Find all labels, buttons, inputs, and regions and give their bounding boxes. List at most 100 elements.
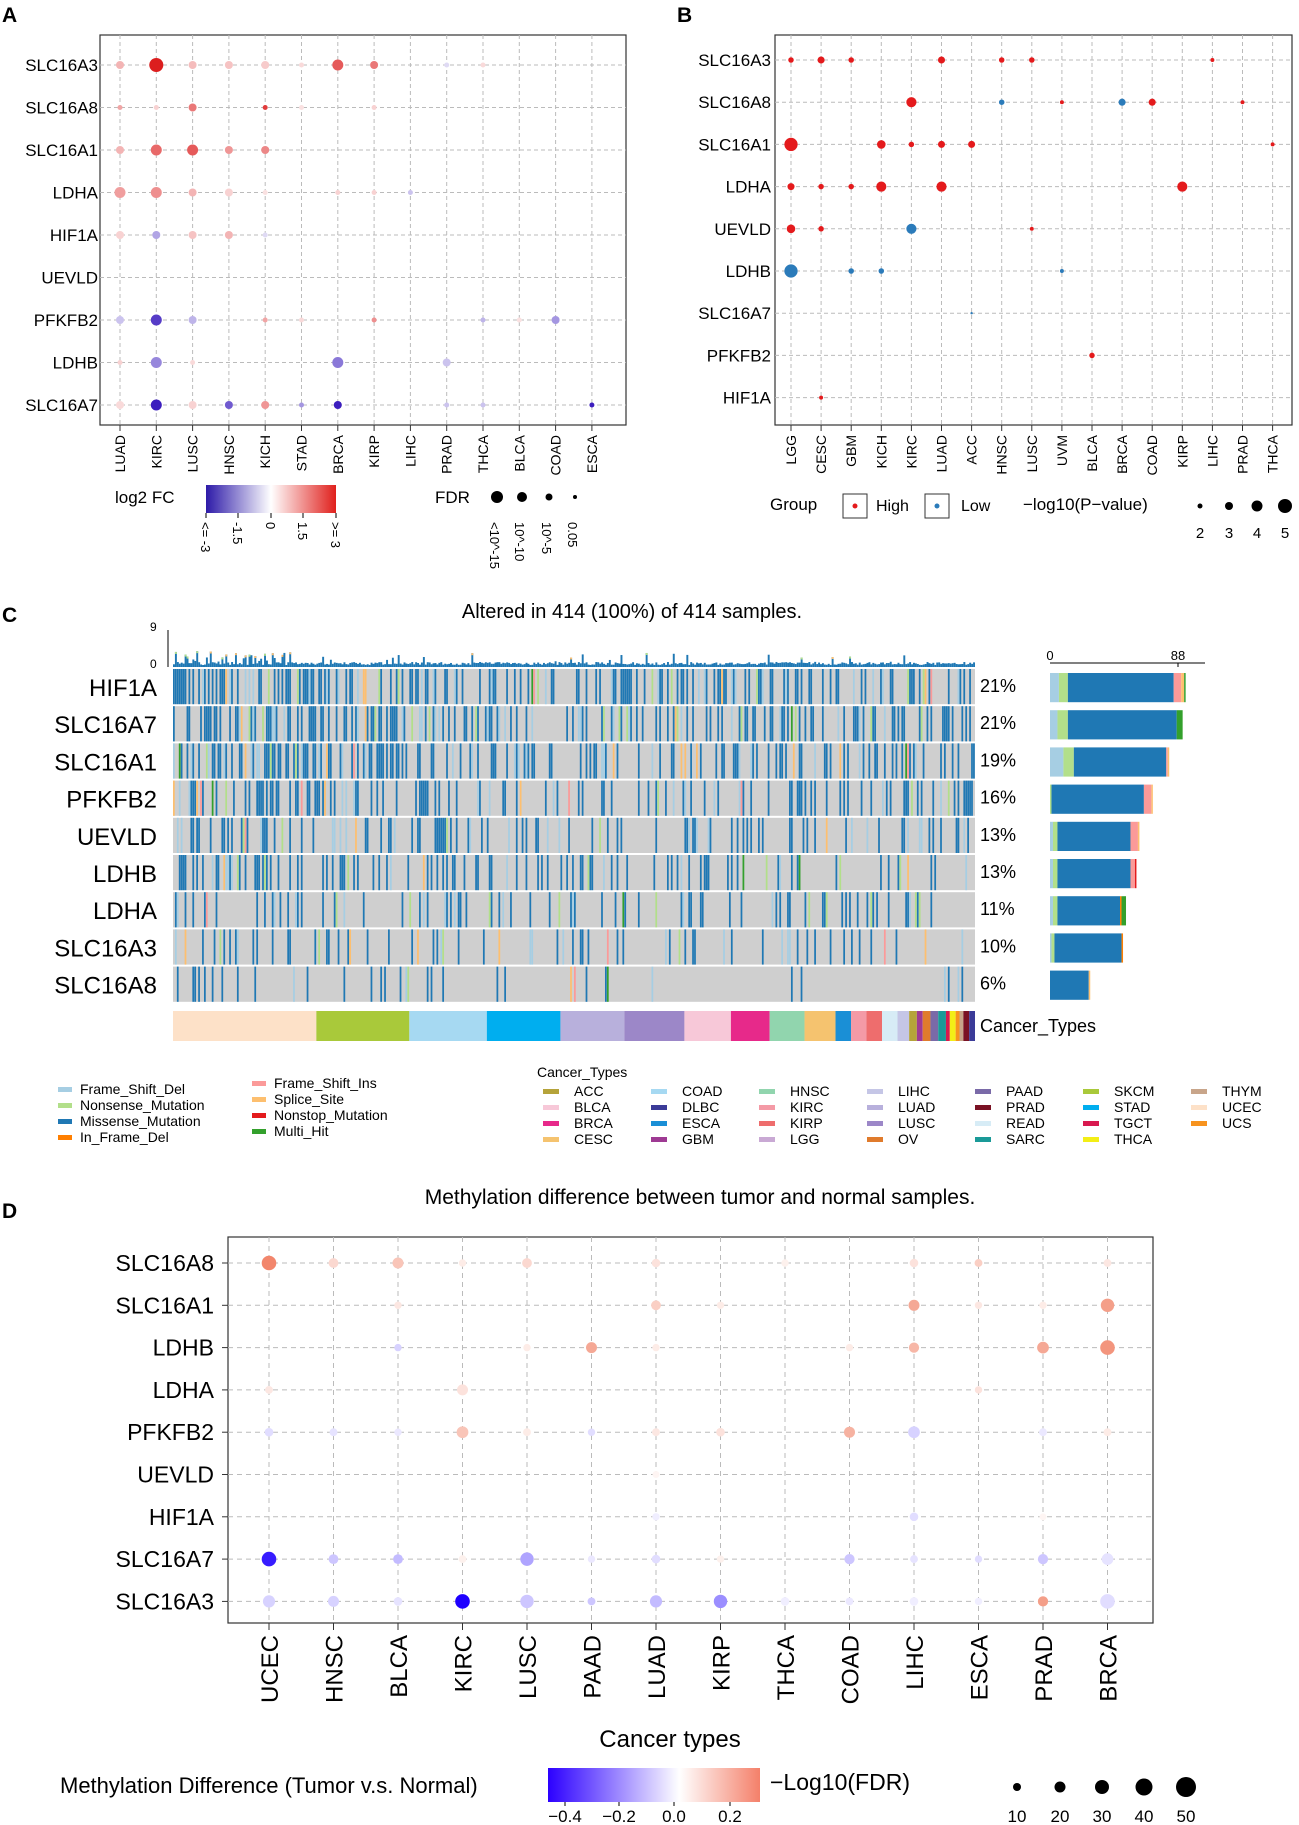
data-point — [713, 1594, 728, 1609]
data-point — [908, 1299, 920, 1311]
right-bar-segment — [1058, 673, 1068, 703]
oncoplot-cell — [256, 929, 259, 965]
oncoplot-cell — [647, 780, 650, 816]
oncoplot-cell — [676, 855, 679, 891]
oncoplot-cell — [779, 743, 782, 779]
group-key-label: Low — [961, 498, 991, 515]
oncoplot-cell — [424, 706, 427, 742]
cancer-legend-swatch — [543, 1105, 559, 1110]
cancer-legend-swatch — [1083, 1137, 1099, 1142]
top-bar — [572, 662, 574, 667]
oncoplot-cell — [182, 669, 185, 705]
top-bar — [229, 664, 232, 667]
oncoplot-cell — [699, 855, 702, 891]
color-bar-tick-label: 1.5 — [295, 522, 310, 540]
oncoplot-cell — [357, 706, 359, 742]
top-bar — [180, 662, 183, 667]
oncoplot-cell — [289, 855, 291, 891]
top-bar — [680, 662, 683, 667]
oncoplot-cell — [488, 706, 491, 742]
top-bar — [475, 662, 478, 667]
annotation-block — [769, 1011, 805, 1041]
oncoplot-cell — [787, 706, 789, 742]
top-bar — [298, 663, 301, 667]
x-tick-label: ESCA — [967, 1635, 994, 1700]
oncoplot-cell — [697, 669, 700, 705]
oncoplot-cell — [357, 669, 359, 705]
oncoplot-cell — [601, 706, 603, 742]
oncoplot-cell — [891, 706, 894, 742]
top-bar — [622, 663, 625, 667]
oncoplot-cell — [422, 892, 425, 928]
top-bar — [357, 663, 359, 667]
top-bar — [440, 662, 443, 667]
top-bar — [184, 654, 187, 667]
oncoplot-cell — [428, 706, 431, 742]
oncoplot-cell — [740, 706, 743, 742]
oncoplot-cell — [477, 706, 479, 742]
oncoplot-cell — [727, 855, 729, 891]
oncoplot-cell — [574, 966, 576, 1002]
oncoplot-cell — [339, 855, 342, 891]
oncoplot-cell — [397, 743, 400, 779]
oncoplot-cell — [417, 929, 419, 965]
oncoplot-cell — [558, 892, 561, 928]
oncoplot-cell — [409, 892, 412, 928]
data-point — [261, 146, 270, 154]
oncoplot-cell — [327, 743, 330, 779]
data-point — [786, 224, 796, 234]
oncoplot-cell — [335, 706, 338, 742]
oncoplot-cell — [823, 743, 826, 779]
oncoplot-cell — [835, 855, 838, 891]
data-point — [1210, 58, 1215, 62]
oncoplot-cell — [790, 966, 793, 1002]
data-point — [262, 1595, 276, 1608]
cancer-legend-label: READ — [1006, 1115, 1045, 1131]
oncoplot-cell — [740, 780, 743, 816]
oncoplot-cell — [719, 669, 722, 705]
oncoplot-cell — [916, 892, 919, 928]
oncoplot-cell — [730, 817, 733, 853]
data-point — [299, 62, 304, 68]
oncoplot-cell — [920, 706, 923, 742]
size-legend-dot — [1013, 1783, 1021, 1791]
x-tick-label: PAAD — [580, 1635, 607, 1699]
top-bar-segment — [471, 653, 474, 656]
oncoplot-cell — [234, 929, 237, 965]
oncoplot-cell — [302, 743, 305, 779]
oncoplot-cell — [438, 780, 441, 816]
cancer-legend-label: SARC — [1006, 1131, 1045, 1147]
oncoplot-cell — [279, 892, 282, 928]
size-legend-label: 10^-10 — [512, 522, 527, 561]
top-bar — [839, 663, 842, 667]
data-point — [587, 1428, 596, 1436]
oncoplot-cell — [207, 706, 210, 742]
top-bar — [663, 663, 666, 667]
oncoplot-cell — [211, 743, 214, 779]
oncoplot-cell — [312, 669, 315, 705]
cancer-legend-label: UCS — [1222, 1115, 1252, 1131]
top-bar — [730, 662, 733, 667]
top-bar — [645, 652, 648, 667]
oncoplot-cell — [318, 669, 321, 705]
oncoplot-cell — [653, 855, 656, 891]
data-point — [458, 1259, 467, 1267]
top-bar-segment — [186, 656, 189, 659]
oncoplot-cell — [277, 855, 280, 891]
oncoplot-cell — [238, 855, 241, 891]
data-point — [1037, 1553, 1049, 1565]
oncoplot-cell — [432, 743, 435, 779]
top-bar — [792, 663, 795, 667]
oncoplot-cell — [790, 706, 793, 742]
oncoplot-percent-label: 13% — [980, 862, 1016, 882]
oncoplot-cell — [393, 817, 396, 853]
top-bar — [380, 662, 383, 667]
oncoplot-percent-label: 11% — [980, 899, 1015, 919]
oncoplot-cell — [490, 669, 493, 705]
x-tick-label: ACC — [964, 435, 980, 465]
color-legend-title: log2 FC — [115, 488, 175, 507]
size-legend-label: 50 — [1177, 1807, 1196, 1825]
top-bar — [546, 663, 549, 667]
oncoplot-cell — [699, 743, 702, 779]
